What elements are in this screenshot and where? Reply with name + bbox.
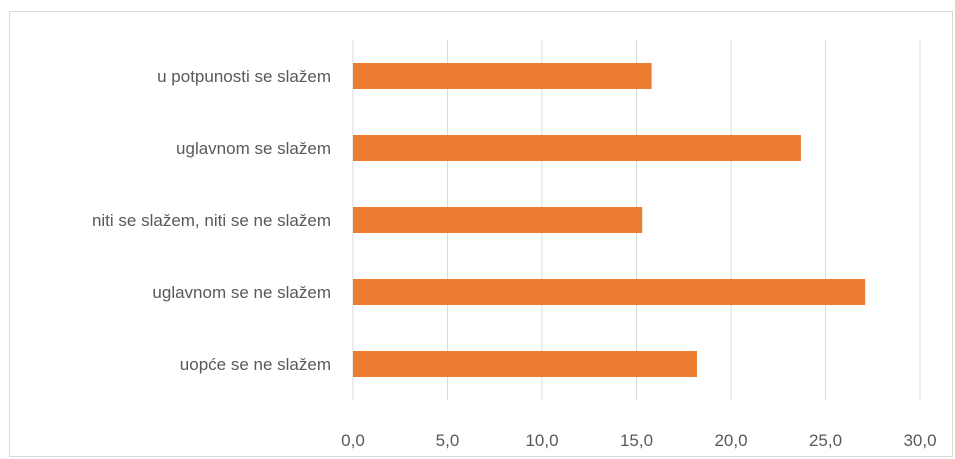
category-label: uglavnom se slažem (176, 139, 331, 158)
category-labels: u potpunosti se slažem uglavnom se slažem… (92, 67, 331, 374)
x-tick-label: 10,0 (525, 431, 558, 450)
bar (353, 351, 697, 377)
category-label: u potpunosti se slažem (157, 67, 331, 86)
bar (353, 63, 652, 89)
bar (353, 207, 643, 233)
x-tick-label: 25,0 (809, 431, 842, 450)
bar (353, 279, 866, 305)
x-tick-label: 0,0 (341, 431, 365, 450)
x-tick-label: 15,0 (620, 431, 653, 450)
bar (353, 135, 801, 161)
x-tick-label: 5,0 (436, 431, 460, 450)
bars (353, 63, 866, 377)
category-label: uopće se ne slažem (180, 355, 331, 374)
x-tick-label: 20,0 (714, 431, 747, 450)
gridlines (352, 40, 921, 400)
x-tick-label: 30,0 (903, 431, 936, 450)
category-label: niti se slažem, niti se ne slažem (92, 211, 331, 230)
x-axis-tick-labels: 0,0 5,0 10,0 15,0 20,0 25,0 30,0 (341, 431, 936, 450)
category-label: uglavnom se ne slažem (152, 283, 331, 302)
